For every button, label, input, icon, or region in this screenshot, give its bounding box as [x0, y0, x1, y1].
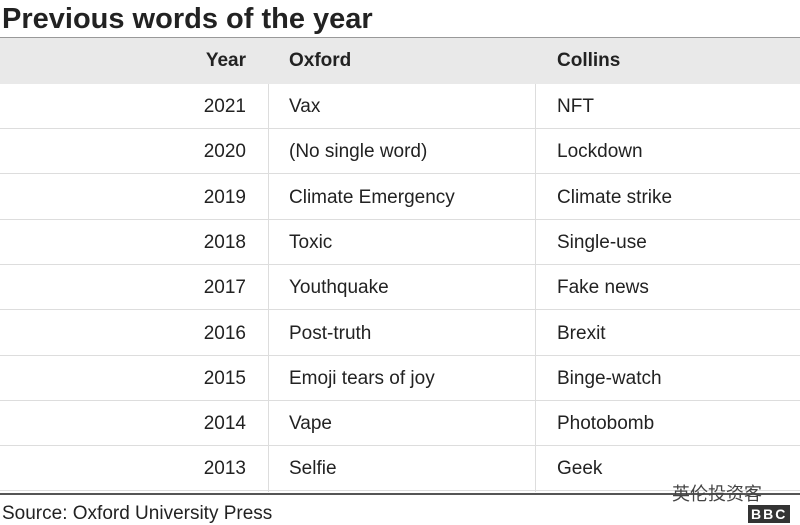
table-cell: 2016: [203, 322, 246, 344]
table-cell: Geek: [557, 458, 603, 480]
table-cell: Post-truth: [289, 322, 372, 344]
table-cell: Climate strike: [557, 186, 673, 208]
table-cell: 2019: [203, 186, 246, 208]
table-row: 2017 Youthquake Fake news: [0, 265, 800, 311]
column-divider: [535, 84, 536, 492]
title: Previous words of the year: [2, 3, 373, 35]
table-cell: 2018: [203, 231, 246, 253]
divider: [0, 37, 800, 38]
table-cell: NFT: [557, 96, 594, 117]
table-cell: Youthquake: [289, 277, 389, 299]
table-cell: Photobomb: [557, 413, 655, 435]
column-header: Year: [205, 50, 246, 71]
table-row: 2015 Emoji tears of joy Binge-watch: [0, 356, 800, 401]
table-cell: Vax: [289, 96, 321, 117]
table-cell: 2015: [203, 367, 246, 389]
table-cell: Vape: [289, 413, 332, 435]
column-divider: [268, 84, 269, 492]
table-row: 2016 Post-truth Brexit: [0, 311, 800, 356]
table-cell: 2021: [203, 96, 246, 117]
table-cell: 2020: [203, 141, 246, 163]
table-row: 2014 Vape Photobomb: [0, 401, 800, 447]
logo: BBC: [748, 505, 791, 523]
table-cell: Binge-watch: [557, 367, 662, 389]
table-cell: 2017: [203, 277, 246, 299]
table-cell: Single-use: [557, 231, 647, 253]
table-row: 2020 (No single word) Lockdown: [0, 129, 800, 175]
divider: [0, 493, 800, 495]
table-row: 2013 Selfie Geek: [0, 446, 800, 492]
table-cell: Brexit: [557, 322, 606, 344]
table-cell: (No single word): [289, 141, 428, 163]
table-row: 2018 Toxic Single-use: [0, 220, 800, 265]
table-row: 2019 Climate Emergency Climate strike: [0, 175, 800, 220]
table-cell: Toxic: [289, 231, 333, 253]
table-cell: Fake news: [557, 277, 649, 299]
source: Source: Oxford University Press: [2, 503, 273, 524]
column-header: Oxford: [289, 50, 352, 71]
table-cell: 2013: [203, 458, 246, 480]
table-cell: Lockdown: [557, 141, 643, 163]
column-header: Collins: [557, 50, 621, 71]
table-cell: Climate Emergency: [289, 186, 455, 208]
table-row: 2021 Vax NFT: [0, 84, 800, 129]
watermark: 英伦投资客: [672, 484, 762, 504]
table-cell: 2014: [203, 413, 246, 435]
table-cell: Emoji tears of joy: [289, 367, 435, 389]
table-cell: Selfie: [289, 458, 337, 480]
header-row: Year Oxford Collins: [0, 38, 800, 84]
